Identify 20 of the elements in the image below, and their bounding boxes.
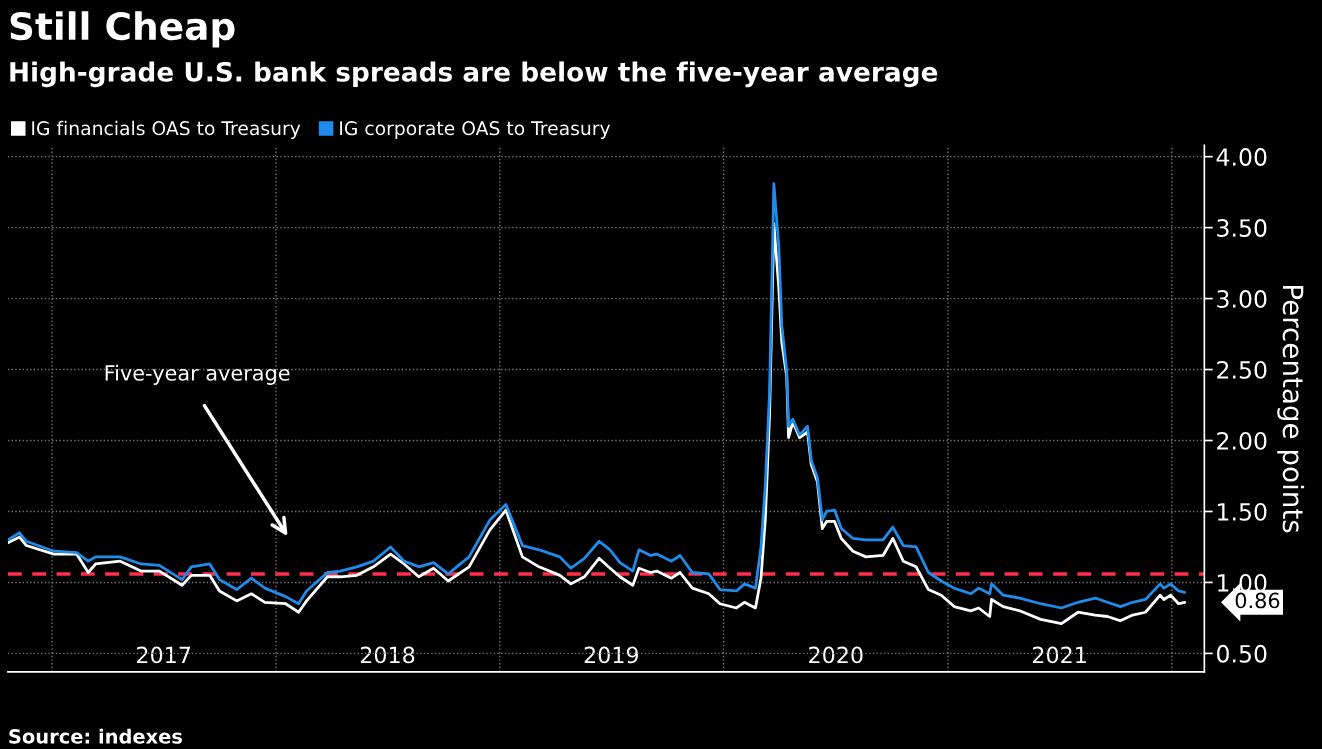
y-tick-label: 3.00 <box>1217 290 1267 308</box>
y-axis-title: Percentage points <box>1277 286 1305 533</box>
y-tick-label: 2.00 <box>1217 431 1267 450</box>
x-tick-label: 2020 <box>809 646 863 664</box>
source-note: Source: indexes <box>9 728 182 744</box>
chart-subtitle: High-grade U.S. bank spreads are below the five-year average <box>10 61 938 88</box>
y-tick-label: 1.50 <box>1218 502 1267 521</box>
y-tick-label: 2.50 <box>1217 361 1267 379</box>
annotation: Five-year average <box>105 364 290 385</box>
x-tick-label: 2021 <box>1032 646 1086 664</box>
y-tick-label: 4.00 <box>1216 148 1267 166</box>
annotation: 0.86 <box>1235 592 1280 609</box>
x-tick-label: 2018 <box>360 646 415 664</box>
y-tick-label: 0.50 <box>1217 644 1267 663</box>
x-tick-label: 2019 <box>584 646 639 664</box>
legend-label: IG corporate OAS to Treasury <box>340 121 611 139</box>
legend-label: IG financials OAS to Treasury <box>32 120 301 139</box>
chart-title: Still Cheap <box>10 11 235 48</box>
y-tick-label: 3.50 <box>1217 219 1267 237</box>
x-tick-label: 2017 <box>137 646 191 664</box>
